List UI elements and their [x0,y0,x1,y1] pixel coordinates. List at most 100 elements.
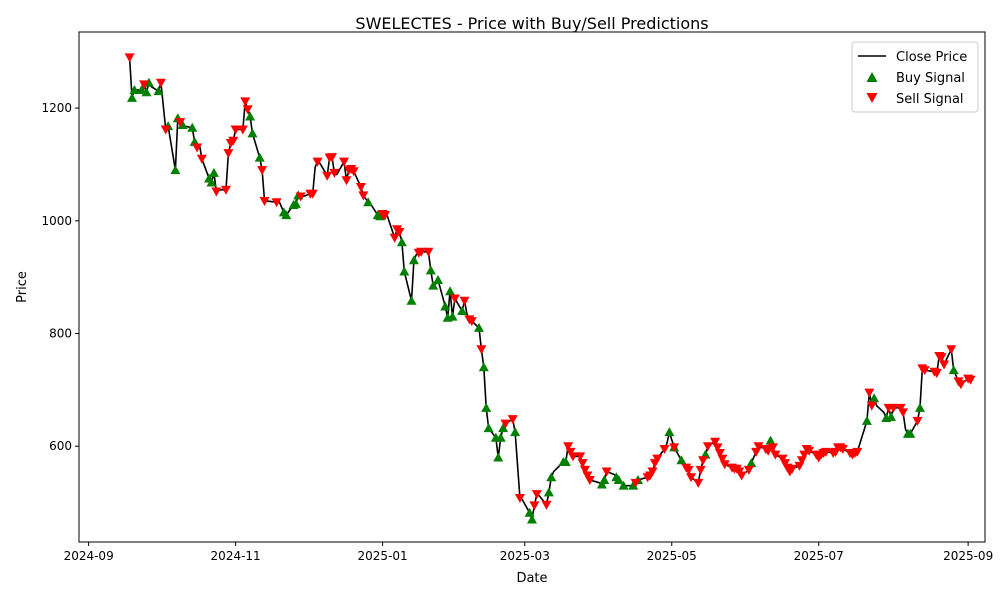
buy-signal-marker [440,301,451,311]
sell-signal-marker [763,446,774,456]
sell-signal-marker [601,467,612,477]
sell-signal-marker [659,445,670,455]
sell-signal-marker [242,105,253,115]
sell-signal-marker [155,78,166,88]
buy-signal-marker [613,475,624,485]
sell-signal-marker [329,168,340,178]
buy-signal-marker [129,85,140,95]
sell-signal-marker [237,125,248,135]
buy-signal-marker [664,427,675,437]
sell-signal-marker [230,125,241,135]
buy-signal-marker [247,128,258,138]
sell-signal-marker [507,415,518,425]
buy-signal-marker [254,152,265,162]
buy-signal-marker [618,480,629,490]
sell-signal-marker [630,478,641,488]
sell-signal-marker [327,153,338,163]
buy-signal-marker [141,87,152,97]
sell-signal-marker [358,191,369,201]
sell-signal-marker [466,317,477,327]
sell-signal-marker [196,154,207,164]
sell-signal-marker [936,353,947,363]
buy-signal-marker [396,237,407,247]
sell-signal-marker [449,294,460,304]
sell-signal-marker [888,403,899,413]
buy-signal-marker [765,435,776,445]
x-axis: 2024-09 2024-11 2025-01 2025-03 2025-05 2025-… [64,542,993,563]
buy-signal-marker [527,514,537,524]
sell-signal-marker [965,375,976,385]
sell-signal-marker [767,443,778,453]
buy-signal-marker [425,265,436,275]
buy-signal-marker [290,198,301,208]
y-tick-label: 600 [49,439,72,453]
sell-signal-marker [898,408,909,418]
sell-signal-marker [686,473,697,483]
sell-signal-marker [348,167,359,177]
buy-signal-marker [560,456,571,466]
sell-signal-marker [531,490,542,500]
sell-signal-marker [669,443,680,453]
x-tick-label: 2025-05 [647,549,697,563]
buy-signal-marker [596,479,607,489]
buy-signal-marker [428,280,439,290]
x-axis-title: Date [516,571,547,586]
sell-signal-marker [322,171,333,181]
sell-signal-marker [683,465,694,475]
sell-signal-marker [777,454,788,464]
sell-signal-marker [787,464,798,474]
sell-signal-marker [652,454,663,464]
x-tick-label: 2024-11 [211,549,261,563]
buy-signal-marker [281,210,292,220]
sell-signal-marker [389,233,400,243]
sell-signal-marker [582,471,593,481]
sell-signal-marker [647,467,658,477]
buy-signal-marker [546,472,557,482]
sell-signal-marker [124,53,135,63]
sell-signal-marker [220,185,231,195]
y-tick-label: 800 [49,326,72,340]
sell-signal-marker [416,247,427,257]
buy-signal-marker [483,423,494,433]
sell-signal-marker [577,459,588,469]
sell-signal-marker [307,189,318,199]
sell-signal-marker [529,501,540,511]
buy-signal-marker [445,286,456,296]
x-tick-label: 2025-03 [500,549,550,563]
sell-signal-marker [541,500,552,510]
buy-signal-marker [399,266,410,276]
buy-signal-marker [153,86,164,96]
x-tick-label: 2025-09 [943,549,993,563]
sell-signal-marker [695,465,706,475]
sell-signal-marker [946,345,957,355]
sell-signal-marker [160,125,171,135]
sell-signal-marker [139,80,150,90]
sell-signal-marker [584,476,595,486]
x-tick-label: 2025-07 [794,549,844,563]
buy-signal-marker [869,393,880,403]
buy-signal-marker [208,167,219,177]
buy-signal-marker [543,487,554,497]
sell-signal-marker [939,360,950,370]
sell-signal-marker [912,416,923,426]
sell-signal-marker [770,450,781,460]
sell-signal-marker [753,442,764,452]
sell-signal-marker [780,459,791,469]
sell-signal-marker [955,380,966,390]
sell-signal-marker [895,403,906,413]
sell-signal-marker [423,247,434,257]
sell-signal-marker [500,419,511,429]
sell-signal-marker [271,198,282,208]
sell-signal-marker [223,149,234,159]
buy-signal-marker [478,362,489,372]
sell-signal-marker [211,187,222,197]
sell-signal-marker [710,437,721,447]
sell-signal-marker [514,494,525,504]
sell-signal-marker [459,296,470,306]
legend: Close Price Buy Signal Sell Signal [851,41,979,113]
sell-signal-marker [820,447,831,457]
buy-signal-marker [495,432,506,442]
legend-sell-swatch [866,93,878,103]
